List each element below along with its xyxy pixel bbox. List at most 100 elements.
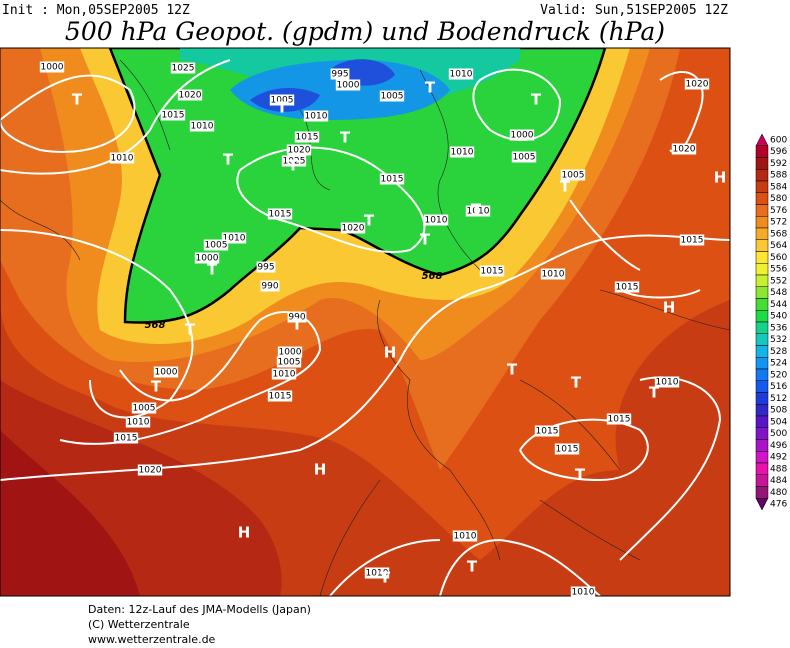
legend-swatch	[755, 345, 769, 358]
legend-swatch	[755, 145, 769, 158]
pressure-center: T	[72, 91, 83, 109]
pressure-center: T	[223, 151, 234, 169]
pressure-center: T	[277, 99, 288, 117]
isobar-label-box	[684, 78, 710, 90]
isobar-label-box	[109, 152, 135, 164]
isobar-label: 1010	[451, 148, 474, 158]
isobar-label-box	[125, 416, 151, 428]
isobar-label: 1015	[269, 210, 292, 220]
isobar-label-box	[153, 366, 179, 378]
legend-swatch	[755, 451, 769, 464]
isobar-label: 1000	[511, 131, 534, 141]
isobar-label-box	[203, 239, 229, 251]
legend-label: 592	[770, 159, 787, 169]
pressure-center: H	[714, 169, 727, 187]
isobar-label-box	[452, 530, 478, 542]
legend-swatch	[755, 427, 769, 440]
legend-label: 492	[770, 453, 787, 463]
legend-label: 524	[770, 359, 787, 369]
isobar-label: 1005	[133, 404, 156, 414]
legend-swatch	[755, 192, 769, 205]
isobar-label-box	[379, 90, 405, 102]
legend-swatch	[755, 486, 769, 499]
isobar-label: 1015	[608, 415, 631, 425]
legend-swatch	[755, 439, 769, 452]
isobar-label: 1010	[127, 418, 150, 428]
legend-label: 528	[770, 347, 787, 357]
isobar-label-box	[287, 311, 307, 323]
legend-label: 516	[770, 382, 787, 392]
isobar-label-box	[449, 146, 475, 158]
legend-label: 584	[770, 182, 787, 192]
isobar-label: 1000	[155, 368, 178, 378]
legend-swatch	[755, 286, 769, 299]
isobar-label-box	[570, 586, 596, 598]
contour-label: 568	[422, 271, 443, 282]
isobar-label: 1010	[111, 154, 134, 164]
isobar-label-box	[269, 94, 295, 106]
isobar-label-box	[260, 280, 280, 292]
legend-swatch	[755, 310, 769, 323]
isobar-label-box	[560, 169, 586, 181]
isobar-label: 1010	[425, 216, 448, 226]
legend-label: 512	[770, 394, 787, 404]
legend-swatch	[755, 216, 769, 229]
legend-label: 552	[770, 276, 787, 286]
isobar-label: 1000	[41, 63, 64, 73]
footer-line: Daten: 12z-Lauf des JMA-Modells (Japan)	[88, 603, 311, 616]
isobar-label-box	[131, 402, 157, 414]
isobar-label: 1015	[162, 111, 185, 121]
legend-swatch	[755, 227, 769, 240]
pressure-center: T	[649, 384, 660, 402]
legend-swatch	[755, 157, 769, 170]
legend-swatch	[755, 133, 769, 146]
isobar-label-box	[654, 376, 680, 388]
pressure-center: T	[340, 129, 351, 147]
isobar-label: 1020	[288, 146, 311, 156]
isobar-label-box	[294, 131, 320, 143]
legend-swatch	[755, 333, 769, 346]
isobar-label-box	[271, 368, 297, 380]
legend-swatch	[755, 357, 769, 370]
legend-label: 484	[770, 476, 787, 486]
isobar-label-box	[554, 443, 580, 455]
isobar-label: 1025	[172, 64, 195, 74]
isobar-label: 1015	[269, 392, 292, 402]
pressure-center: H	[384, 344, 397, 362]
isobar-label-box	[509, 129, 535, 141]
map	[0, 48, 730, 596]
pressure-center: T	[425, 79, 436, 97]
isobar-label: 1020	[673, 145, 696, 155]
isobar-label-box	[267, 208, 293, 220]
isobar-label: 1025	[283, 157, 306, 167]
pressure-center: T	[288, 157, 299, 175]
legend-swatch	[755, 368, 769, 381]
legend-label: 536	[770, 323, 787, 333]
isobar-label: 1005	[513, 153, 536, 163]
pressure-center: H	[314, 461, 327, 479]
legend-label: 580	[770, 194, 787, 204]
isobar-label-box	[286, 144, 312, 156]
legend-label: 480	[770, 488, 787, 498]
isobar-label: 1010	[450, 70, 473, 80]
isobar-label: 1010	[572, 588, 595, 598]
legend-label: 544	[770, 300, 787, 310]
isobar-label-box	[364, 567, 390, 579]
field	[108, 48, 607, 324]
isobar-label-box	[170, 62, 196, 74]
init-time: Init : Mon,05SEP2005 12Z	[2, 3, 190, 18]
legend-label: 588	[770, 171, 787, 181]
isobar-label-box	[194, 252, 220, 264]
isobar-label: 1005	[271, 96, 294, 106]
isobar-label-box	[281, 155, 307, 167]
isobar-label: 1010	[542, 270, 565, 280]
field	[0, 430, 140, 596]
isobar-label-box	[177, 89, 203, 101]
isobar-label-box	[540, 268, 566, 280]
isobar-label: 1020	[342, 224, 365, 234]
legend-label: 568	[770, 229, 787, 239]
isobar-label: 1005	[562, 171, 585, 181]
isobar-label: 1005	[381, 92, 404, 102]
pressure-center: T	[571, 374, 582, 392]
isobar-label-box	[276, 356, 302, 368]
